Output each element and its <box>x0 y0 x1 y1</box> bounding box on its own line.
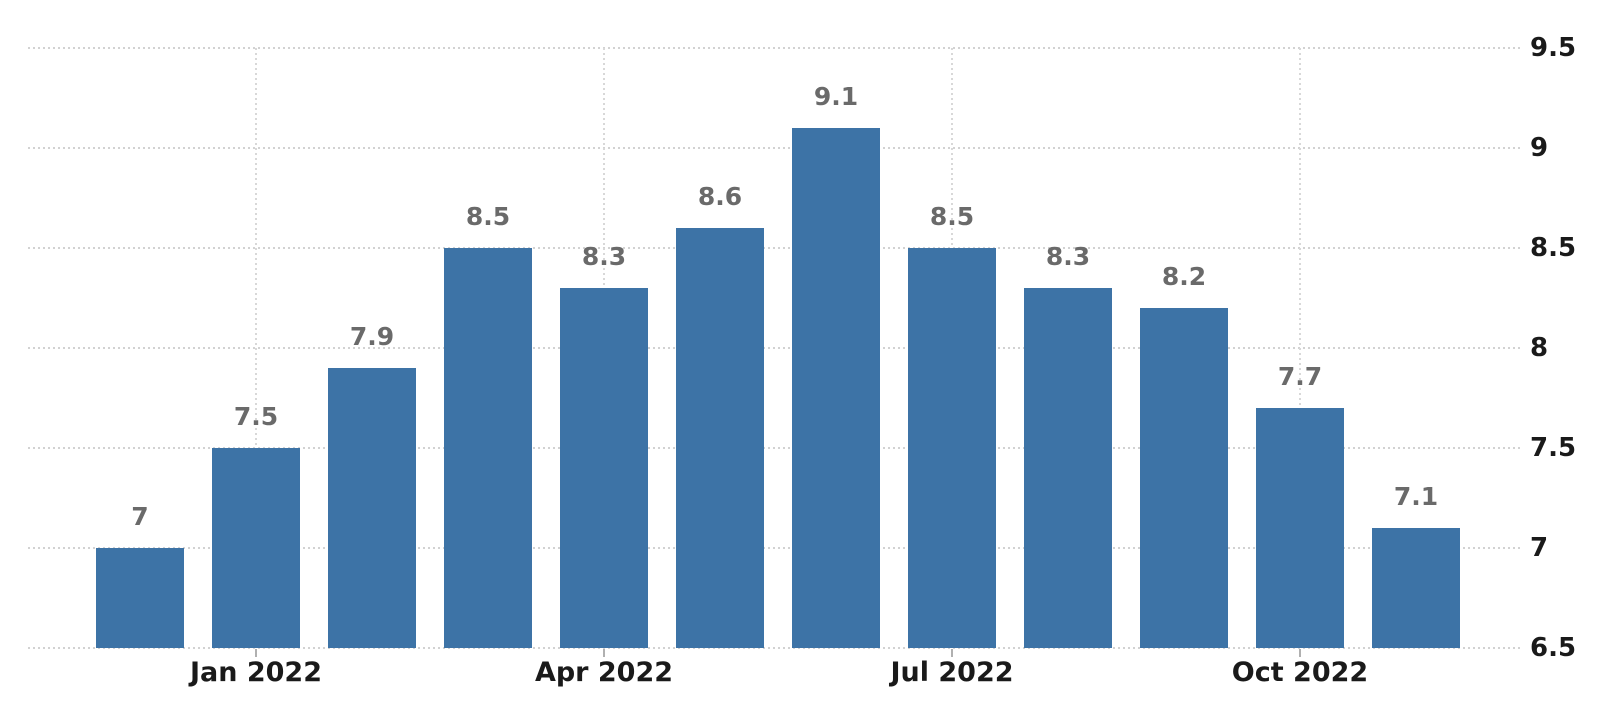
x-axis-tick-mark <box>951 649 953 657</box>
x-axis-tick-mark <box>255 649 257 657</box>
y-axis-tick-label: 8 <box>1530 333 1549 363</box>
bar-value-label: 9.1 <box>813 82 859 111</box>
h-gridline <box>28 147 1523 149</box>
bar-value-label: 7 <box>131 502 149 531</box>
bar <box>560 288 648 648</box>
h-gridline <box>28 47 1523 49</box>
bar-value-label: 7.5 <box>233 402 279 431</box>
bar-value-label: 8.5 <box>929 202 975 231</box>
bar <box>96 548 184 648</box>
bar <box>908 248 996 648</box>
h-gridline <box>28 247 1523 249</box>
bar-value-label: 8.3 <box>1045 242 1091 271</box>
y-axis-tick-label: 7.5 <box>1530 433 1577 463</box>
x-axis-tick-label: Jul 2022 <box>890 657 1014 688</box>
y-axis-tick-label: 7 <box>1530 533 1549 563</box>
x-axis-tick-label: Oct 2022 <box>1231 657 1369 688</box>
v-gridline <box>255 48 257 648</box>
h-gridline <box>28 647 1523 649</box>
h-gridline <box>28 347 1523 349</box>
x-axis-tick-label: Apr 2022 <box>534 657 674 688</box>
bar-value-label: 7.9 <box>349 322 395 351</box>
bar-value-label: 8.2 <box>1161 262 1207 291</box>
y-axis-tick-label: 6.5 <box>1530 633 1577 663</box>
bar <box>328 368 416 648</box>
bar <box>792 128 880 648</box>
bar-value-label: 8.5 <box>465 202 511 231</box>
bar <box>1256 408 1344 648</box>
bar <box>1372 528 1460 648</box>
bar <box>676 228 764 648</box>
x-axis-tick-mark <box>603 649 605 657</box>
bar-value-label: 8.6 <box>697 182 743 211</box>
y-axis-tick-label: 9 <box>1530 133 1549 163</box>
bar-value-label: 7.1 <box>1393 482 1439 511</box>
bar <box>1024 288 1112 648</box>
x-axis-tick-mark <box>1299 649 1301 657</box>
x-axis-tick-label: Jan 2022 <box>189 657 323 688</box>
bar <box>1140 308 1228 648</box>
bar-value-label: 8.3 <box>581 242 627 271</box>
h-gridline <box>28 447 1523 449</box>
bar <box>212 448 300 648</box>
y-axis-tick-label: 9.5 <box>1530 33 1577 63</box>
v-gridline <box>1299 48 1301 648</box>
bar-value-label: 7.7 <box>1277 362 1323 391</box>
h-gridline <box>28 547 1523 549</box>
y-axis-tick-label: 8.5 <box>1530 233 1577 263</box>
bar <box>444 248 532 648</box>
